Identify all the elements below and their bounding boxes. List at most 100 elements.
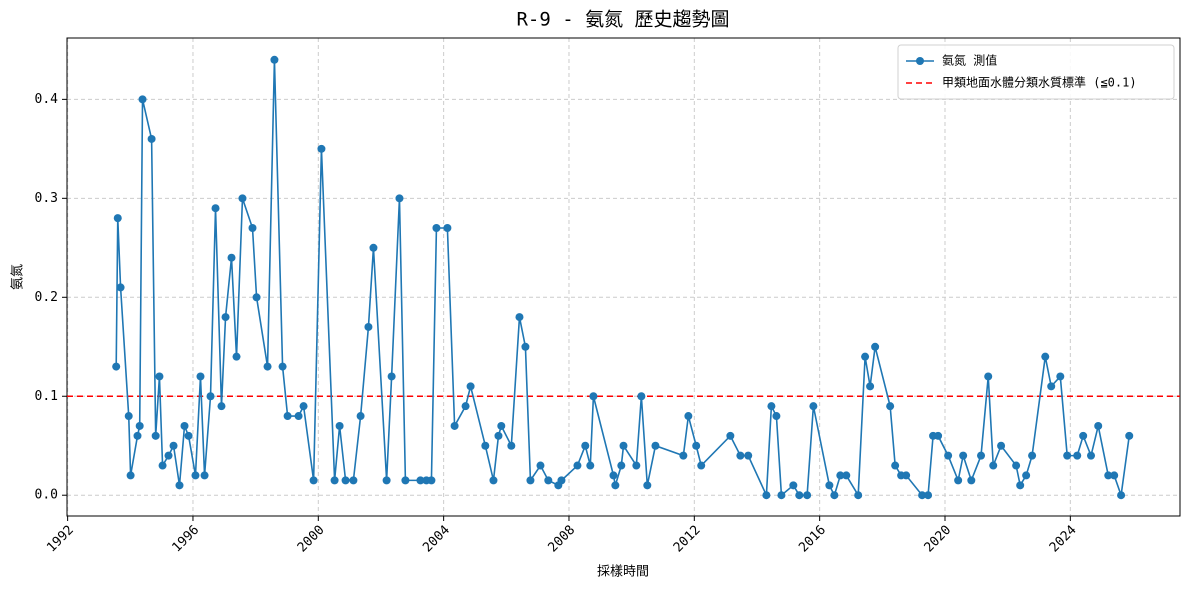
- marker: [507, 441, 516, 450]
- marker: [113, 214, 122, 223]
- marker: [356, 412, 365, 421]
- marker: [238, 194, 247, 203]
- marker: [494, 431, 503, 440]
- marker: [515, 313, 524, 322]
- marker: [466, 382, 475, 391]
- marker: [772, 412, 781, 421]
- y-tick-label: 0.4: [35, 92, 59, 107]
- marker: [809, 402, 818, 411]
- marker: [697, 461, 706, 470]
- marker: [726, 431, 735, 440]
- marker: [138, 95, 147, 104]
- y-tick-label: 0.1: [35, 389, 58, 404]
- marker: [200, 471, 209, 480]
- marker: [924, 491, 933, 500]
- marker: [196, 372, 205, 381]
- y-tick-label: 0.3: [35, 191, 58, 206]
- marker: [544, 476, 553, 485]
- marker: [1073, 451, 1082, 460]
- marker: [934, 431, 943, 440]
- marker: [217, 402, 226, 411]
- marker: [432, 224, 441, 233]
- marker: [395, 194, 404, 203]
- x-axis-label: 採樣時間: [597, 565, 649, 580]
- marker: [427, 476, 436, 485]
- marker: [679, 451, 688, 460]
- marker: [977, 451, 986, 460]
- marker: [151, 431, 160, 440]
- marker: [918, 491, 927, 500]
- marker: [891, 461, 900, 470]
- marker: [619, 441, 628, 450]
- marker: [147, 134, 156, 143]
- plot-frame: [66, 37, 1181, 517]
- legend-box: [897, 44, 1175, 100]
- marker: [116, 283, 125, 292]
- marker: [959, 451, 968, 460]
- marker: [589, 392, 598, 401]
- marker: [684, 412, 693, 421]
- marker: [1056, 372, 1065, 381]
- marker: [643, 481, 652, 490]
- marker: [836, 471, 845, 480]
- marker: [1028, 451, 1037, 460]
- marker: [1047, 382, 1056, 391]
- marker: [795, 491, 804, 500]
- marker: [557, 476, 566, 485]
- marker: [651, 441, 660, 450]
- marker: [692, 441, 701, 450]
- chart-title: R-9 - 氨氮 歷史趨勢圖: [516, 9, 729, 31]
- marker: [944, 451, 953, 460]
- marker: [521, 342, 530, 351]
- marker: [335, 421, 344, 430]
- marker: [803, 491, 812, 500]
- marker: [155, 372, 164, 381]
- marker: [489, 476, 498, 485]
- marker: [825, 481, 834, 490]
- marker: [349, 476, 358, 485]
- marker: [401, 476, 410, 485]
- marker: [866, 382, 875, 391]
- marker: [954, 476, 963, 485]
- marker: [158, 461, 167, 470]
- marker: [1125, 431, 1134, 440]
- marker: [184, 431, 193, 440]
- marker: [1087, 451, 1096, 460]
- marker: [573, 461, 582, 470]
- marker: [984, 372, 993, 381]
- marker: [126, 471, 135, 480]
- marker: [299, 402, 308, 411]
- marker: [263, 362, 272, 371]
- marker: [886, 402, 895, 411]
- marker: [175, 481, 184, 490]
- marker: [736, 451, 745, 460]
- marker: [211, 204, 220, 213]
- marker: [536, 461, 545, 470]
- marker: [191, 471, 200, 480]
- marker: [450, 421, 459, 430]
- marker: [227, 253, 236, 262]
- marker: [232, 352, 241, 361]
- marker: [526, 476, 535, 485]
- marker: [789, 481, 798, 490]
- marker: [989, 461, 998, 470]
- marker: [252, 293, 261, 302]
- marker: [461, 402, 470, 411]
- marker: [387, 372, 396, 381]
- marker: [270, 55, 279, 64]
- marker: [871, 342, 880, 351]
- marker: [369, 243, 378, 252]
- marker: [1094, 421, 1103, 430]
- marker: [169, 441, 178, 450]
- marker: [112, 362, 121, 371]
- marker: [581, 441, 590, 450]
- marker: [180, 421, 189, 430]
- marker: [1110, 471, 1119, 480]
- y-tick-label: 0.0: [35, 488, 58, 503]
- marker: [586, 461, 595, 470]
- legend-label: 氨氮 測值: [942, 53, 997, 68]
- marker: [364, 322, 373, 331]
- legend-marker: [916, 57, 924, 65]
- legend-label: 甲類地面水體分類水質標準 (≦0.1): [942, 75, 1137, 90]
